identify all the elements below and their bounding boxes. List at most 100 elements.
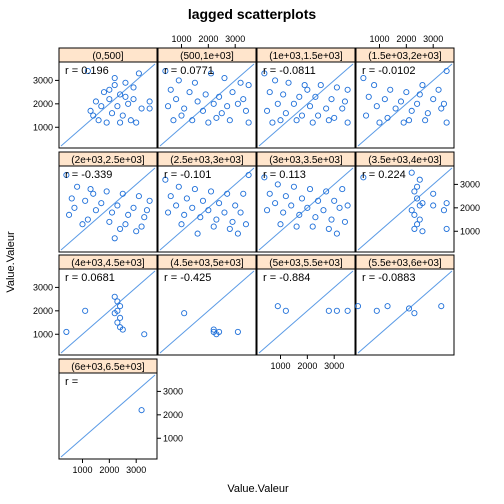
data-point: [119, 326, 126, 333]
y-tick-label: 3000: [33, 282, 53, 292]
data-point: [68, 195, 75, 202]
data-point: [280, 209, 287, 216]
data-point: [411, 211, 418, 218]
data-point: [74, 183, 81, 190]
data-point: [130, 96, 137, 103]
identity-reference-line: [357, 63, 453, 147]
data-point: [87, 107, 94, 114]
panel: (6e+03,6.5e+03] r = 1000 2000 3000 1000 2000 30…: [58, 358, 183, 475]
data-point: [210, 223, 217, 230]
data-point: [181, 310, 188, 317]
data-point: [304, 86, 311, 93]
data-point: [424, 110, 431, 117]
panel-strip-label: (6e+03,6.5e+03]: [71, 362, 145, 373]
data-point: [175, 183, 182, 190]
data-point: [194, 230, 201, 237]
data-point: [419, 82, 426, 89]
data-point: [290, 100, 297, 107]
data-point: [205, 119, 212, 126]
data-point: [269, 119, 276, 126]
data-point: [106, 96, 113, 103]
data-point: [411, 188, 418, 195]
y-tick-label: 2000: [33, 306, 53, 316]
panel-frame: [256, 165, 356, 253]
data-point: [130, 204, 137, 211]
data-point: [90, 112, 97, 119]
panel-strip-label: (5.5e+03,6e+03]: [368, 258, 442, 269]
data-point: [325, 117, 332, 124]
data-point: [234, 100, 241, 107]
data-point: [277, 221, 284, 228]
correlation-label: r = -0.425: [164, 272, 211, 284]
data-point: [224, 103, 231, 110]
data-point: [384, 303, 391, 310]
data-point: [106, 218, 113, 225]
data-point: [173, 96, 180, 103]
panel-frame: [157, 165, 257, 253]
data-point: [304, 204, 311, 211]
data-point: [175, 77, 182, 84]
data-point: [261, 174, 268, 181]
data-point: [199, 107, 207, 114]
x-tick-label: 1000: [270, 361, 290, 371]
y-axis-label: Value.Valeur: [5, 231, 17, 293]
data-point: [114, 103, 121, 110]
data-point: [207, 70, 215, 77]
panel: (2.5e+03,3e+03] r = -0.101: [157, 151, 257, 253]
data-point: [274, 181, 281, 188]
data-point: [408, 207, 415, 214]
data-point: [181, 105, 188, 112]
data-point: [298, 112, 306, 119]
panel-strip-label: (0,500]: [92, 51, 123, 62]
data-point: [108, 209, 116, 216]
y-tick-label: 3000: [460, 179, 480, 189]
panel-frame: [355, 61, 455, 149]
data-point: [242, 107, 249, 114]
panel-strip-label: (2e+03,2.5e+03]: [71, 155, 145, 166]
data-point: [430, 202, 437, 209]
data-point: [408, 107, 415, 114]
data-point: [443, 225, 450, 232]
data-point: [234, 230, 241, 237]
x-tick-label: 3000: [423, 34, 443, 44]
panel: (0,500] r = 0.196 1000 2000 3000: [33, 47, 158, 149]
identity-reference-line: [159, 270, 255, 354]
data-point: [95, 117, 102, 124]
data-point: [106, 86, 113, 93]
data-point: [194, 98, 201, 105]
data-point: [403, 89, 410, 96]
data-point: [205, 207, 212, 214]
y-tick-label: 3000: [163, 386, 183, 396]
data-point: [384, 114, 391, 121]
data-point: [282, 110, 289, 117]
panel: (1.5e+03,2e+03] r = -0.0102 1000 2000 3000: [355, 34, 455, 149]
data-point: [79, 221, 86, 228]
data-point: [111, 293, 118, 300]
panel-frame: [256, 61, 356, 149]
data-point: [92, 98, 99, 105]
data-point: [400, 119, 407, 126]
data-point: [210, 100, 217, 107]
data-point: [323, 105, 330, 112]
data-point: [165, 103, 172, 110]
x-tick-label: 3000: [225, 34, 245, 44]
data-point: [416, 91, 423, 98]
data-point: [264, 207, 271, 214]
data-point: [199, 197, 207, 204]
panel-strip-label: (5e+03,5.5e+03]: [269, 258, 343, 269]
data-point: [213, 114, 220, 121]
data-point: [133, 228, 140, 235]
x-axis-label: Value.Valeur: [227, 483, 289, 495]
panel-strip-label: (500,1e+03]: [180, 51, 234, 62]
data-point: [84, 216, 91, 223]
data-point: [272, 200, 279, 207]
data-point: [138, 407, 145, 414]
data-point: [328, 96, 335, 103]
data-point: [167, 86, 174, 93]
data-point: [333, 84, 340, 91]
data-point: [114, 202, 121, 209]
identity-reference-line: [159, 63, 255, 147]
data-point: [339, 186, 346, 193]
data-point: [430, 96, 437, 103]
